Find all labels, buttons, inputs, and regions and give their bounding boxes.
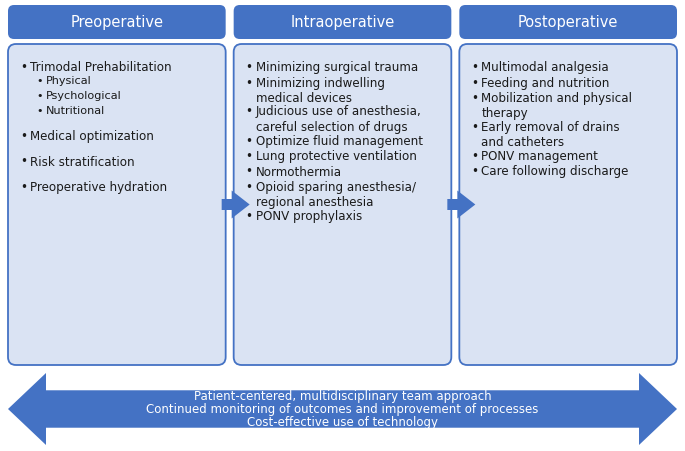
Text: •: • xyxy=(36,76,42,86)
Text: Continued monitoring of outcomes and improvement of processes: Continued monitoring of outcomes and imp… xyxy=(147,403,538,415)
Text: •: • xyxy=(246,105,253,118)
Text: Medical optimization: Medical optimization xyxy=(30,130,154,143)
FancyBboxPatch shape xyxy=(8,6,225,40)
Text: therapy: therapy xyxy=(482,107,528,120)
Text: •: • xyxy=(246,134,253,147)
Text: •: • xyxy=(20,180,27,193)
Text: PONV prophylaxis: PONV prophylaxis xyxy=(256,210,362,222)
Text: Risk stratification: Risk stratification xyxy=(30,155,135,168)
Text: careful selection of drugs: careful selection of drugs xyxy=(256,121,408,133)
Text: PONV management: PONV management xyxy=(482,150,598,163)
FancyBboxPatch shape xyxy=(460,45,677,365)
Text: medical devices: medical devices xyxy=(256,92,351,105)
Text: Nutritional: Nutritional xyxy=(46,105,105,115)
Text: •: • xyxy=(36,91,42,101)
Text: •: • xyxy=(36,105,42,115)
FancyArrow shape xyxy=(222,191,249,219)
Text: Lung protective ventilation: Lung protective ventilation xyxy=(256,150,416,163)
FancyBboxPatch shape xyxy=(460,6,677,40)
Text: Judicious use of anesthesia,: Judicious use of anesthesia, xyxy=(256,105,421,118)
Text: Preoperative hydration: Preoperative hydration xyxy=(30,180,167,193)
Text: •: • xyxy=(471,121,478,133)
Text: Psychological: Psychological xyxy=(46,91,122,101)
Text: Postoperative: Postoperative xyxy=(518,15,619,30)
Text: •: • xyxy=(471,92,478,105)
Text: Feeding and nutrition: Feeding and nutrition xyxy=(482,76,610,89)
Text: •: • xyxy=(20,61,27,74)
Text: Cost-effective use of technology: Cost-effective use of technology xyxy=(247,415,438,428)
Text: •: • xyxy=(471,76,478,89)
Text: •: • xyxy=(246,61,253,74)
Text: •: • xyxy=(471,61,478,74)
Text: Optimize fluid management: Optimize fluid management xyxy=(256,134,423,147)
Text: Trimodal Prehabilitation: Trimodal Prehabilitation xyxy=(30,61,172,74)
Text: •: • xyxy=(246,150,253,163)
FancyBboxPatch shape xyxy=(234,6,451,40)
Text: •: • xyxy=(246,180,253,193)
Text: Patient-centered, multidisciplinary team approach: Patient-centered, multidisciplinary team… xyxy=(194,390,491,403)
Text: Intraoperative: Intraoperative xyxy=(290,15,395,30)
Text: Opioid sparing anesthesia/: Opioid sparing anesthesia/ xyxy=(256,180,416,193)
Text: Minimizing indwelling: Minimizing indwelling xyxy=(256,76,385,89)
Text: Physical: Physical xyxy=(46,76,92,86)
Text: •: • xyxy=(471,150,478,163)
Text: Normothermia: Normothermia xyxy=(256,165,342,178)
Text: Multimodal analgesia: Multimodal analgesia xyxy=(482,61,609,74)
Text: Preoperative: Preoperative xyxy=(71,15,163,30)
FancyArrow shape xyxy=(447,191,475,219)
Text: •: • xyxy=(246,76,253,89)
Text: •: • xyxy=(471,165,478,178)
Text: •: • xyxy=(246,165,253,178)
Text: Mobilization and physical: Mobilization and physical xyxy=(482,92,632,105)
Text: and catheters: and catheters xyxy=(482,136,564,149)
Text: •: • xyxy=(20,130,27,143)
Text: Minimizing surgical trauma: Minimizing surgical trauma xyxy=(256,61,418,74)
Polygon shape xyxy=(8,373,677,445)
Text: •: • xyxy=(246,210,253,222)
Text: Care following discharge: Care following discharge xyxy=(482,165,629,178)
Text: regional anesthesia: regional anesthesia xyxy=(256,196,373,209)
FancyBboxPatch shape xyxy=(8,45,225,365)
FancyBboxPatch shape xyxy=(234,45,451,365)
Text: Early removal of drains: Early removal of drains xyxy=(482,121,620,133)
Text: •: • xyxy=(20,155,27,168)
